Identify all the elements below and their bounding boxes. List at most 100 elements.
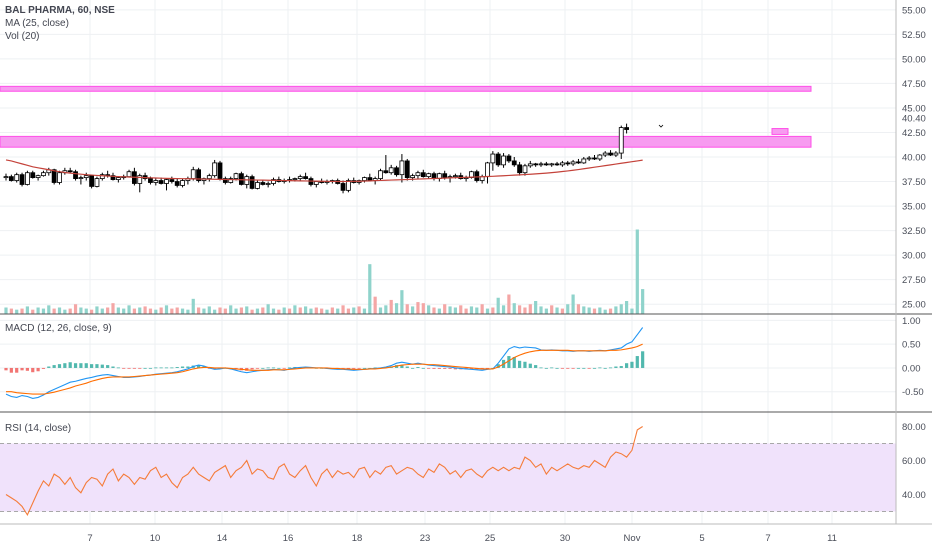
candle[interactable] [549, 163, 555, 166]
macd-histogram-bar [9, 367, 13, 373]
candle[interactable] [586, 157, 592, 160]
candle[interactable] [228, 178, 234, 183]
candle[interactable] [164, 179, 169, 184]
candle[interactable] [426, 173, 432, 178]
candle[interactable] [73, 171, 78, 179]
candle[interactable] [126, 171, 132, 178]
candle[interactable] [174, 181, 180, 186]
candle[interactable] [180, 180, 185, 186]
volume-bar [143, 306, 147, 314]
candle[interactable] [624, 127, 629, 130]
candle[interactable] [383, 170, 389, 174]
candle[interactable] [99, 174, 105, 179]
candle[interactable] [378, 170, 383, 179]
candle[interactable] [340, 183, 346, 191]
candle[interactable] [565, 162, 571, 165]
time-tick-label: 23 [420, 533, 431, 544]
candle[interactable] [222, 178, 228, 183]
candle[interactable] [292, 178, 298, 180]
candle[interactable] [115, 177, 121, 180]
candle[interactable] [41, 172, 46, 177]
candle[interactable] [255, 182, 260, 189]
candle[interactable] [490, 153, 496, 164]
candle[interactable] [190, 169, 196, 179]
candle[interactable] [560, 162, 565, 166]
candle[interactable] [581, 158, 587, 164]
candle[interactable] [517, 164, 522, 174]
candle[interactable] [83, 175, 89, 179]
candle[interactable] [24, 172, 30, 185]
candle[interactable] [265, 183, 271, 185]
candle[interactable] [602, 152, 608, 156]
candle[interactable] [78, 177, 84, 180]
candle[interactable] [158, 180, 164, 184]
candle[interactable] [618, 127, 624, 154]
candle[interactable] [394, 167, 399, 176]
candle[interactable] [3, 176, 9, 179]
candle[interactable] [576, 161, 581, 164]
candle[interactable] [153, 180, 159, 183]
candle[interactable] [206, 175, 212, 179]
candle[interactable] [137, 175, 143, 184]
candle[interactable] [592, 157, 597, 160]
candle[interactable] [35, 175, 41, 179]
candle[interactable] [538, 163, 544, 166]
candle[interactable] [608, 152, 613, 156]
candle[interactable] [399, 160, 405, 176]
candle[interactable] [212, 162, 218, 177]
candle[interactable] [217, 162, 223, 179]
candle[interactable] [410, 175, 416, 179]
candle[interactable] [527, 163, 533, 167]
candle[interactable] [554, 163, 560, 166]
candle[interactable] [238, 173, 244, 185]
candle[interactable] [148, 178, 153, 183]
candle[interactable] [14, 174, 20, 181]
candle[interactable] [511, 160, 517, 166]
candle[interactable] [271, 179, 276, 184]
resistance-zone[interactable] [0, 85, 812, 92]
candle[interactable] [345, 180, 351, 191]
candle[interactable] [260, 182, 266, 185]
candle[interactable] [452, 175, 458, 178]
candle[interactable] [8, 176, 14, 181]
candle[interactable] [522, 165, 528, 174]
candle[interactable] [613, 152, 619, 156]
resistance-zone[interactable] [771, 128, 789, 135]
candle[interactable] [244, 176, 250, 185]
candle[interactable] [94, 178, 100, 187]
candle[interactable] [415, 172, 421, 177]
candle[interactable] [51, 169, 57, 183]
candle[interactable] [297, 176, 303, 179]
candle[interactable] [570, 161, 576, 165]
candle[interactable] [303, 176, 309, 179]
candle[interactable] [367, 177, 373, 181]
candle[interactable] [495, 153, 501, 166]
candle[interactable] [89, 175, 94, 187]
candle[interactable] [533, 163, 539, 166]
candle[interactable] [442, 173, 448, 179]
candle[interactable] [196, 169, 202, 181]
candle[interactable] [388, 167, 394, 174]
candle[interactable] [474, 171, 480, 181]
resistance-zone[interactable] [0, 135, 812, 148]
candle[interactable] [30, 172, 36, 179]
candle[interactable] [420, 172, 426, 178]
candle[interactable] [313, 181, 319, 185]
candle[interactable] [19, 174, 25, 185]
candle[interactable] [67, 170, 73, 173]
candle[interactable] [543, 163, 549, 166]
candle[interactable] [57, 172, 62, 183]
candle[interactable] [506, 155, 512, 162]
candle[interactable] [169, 179, 175, 182]
volume-bar [138, 307, 142, 314]
candle[interactable] [404, 160, 410, 179]
candle[interactable] [362, 177, 367, 181]
candle[interactable] [110, 175, 116, 180]
candle[interactable] [597, 154, 603, 160]
candle[interactable] [501, 155, 506, 166]
candle[interactable] [249, 176, 255, 189]
candle[interactable] [233, 173, 239, 179]
candle[interactable] [485, 162, 490, 178]
